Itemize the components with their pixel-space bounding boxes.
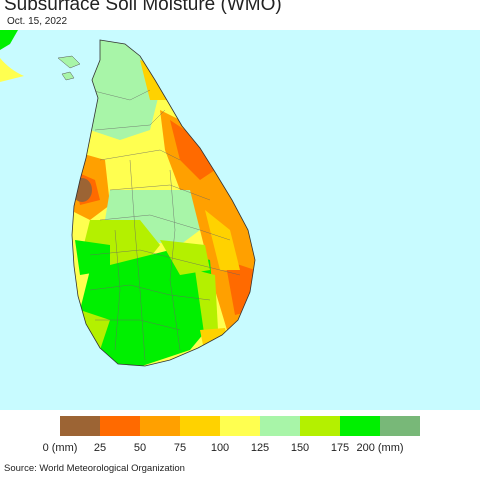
legend-swatch-2 (140, 416, 180, 436)
legend-swatch-4 (220, 416, 260, 436)
island-fill (72, 40, 255, 366)
legend-swatch-8 (380, 416, 420, 436)
legend-swatch-5 (260, 416, 300, 436)
legend-tick-label: 175 (330, 442, 350, 454)
legend-swatch-0 (60, 416, 100, 436)
map-date: Oct. 15, 2022 (7, 16, 68, 27)
map-title: Subsurface Soil Moisture (WMO) (4, 0, 282, 15)
legend-tick-label: 0 (mm) (42, 442, 78, 454)
legend-swatch-7 (340, 416, 380, 436)
legend-color-bar (60, 416, 420, 436)
soil-moisture-map (0, 30, 480, 410)
northern-islands (57, 55, 81, 69)
legend-tick-label: 75 (173, 442, 187, 454)
legend-tick-label: 25 (93, 442, 107, 454)
legend-swatch-3 (180, 416, 220, 436)
legend-tick-label: 200 (mm) (356, 442, 404, 454)
legend-tick-label: 125 (250, 442, 270, 454)
legend-swatch-6 (300, 416, 340, 436)
sri-lanka-map-svg (0, 30, 256, 367)
source-note: Source: World Meteorological Organizatio… (4, 463, 185, 474)
india-coast (0, 58, 24, 82)
legend-swatch-1 (100, 416, 140, 436)
legend-tick-label: 100 (210, 442, 230, 454)
legend-tick-label: 150 (290, 442, 310, 454)
legend-tick-label: 50 (133, 442, 147, 454)
island-outline (71, 39, 256, 367)
india-landmass (0, 30, 18, 50)
